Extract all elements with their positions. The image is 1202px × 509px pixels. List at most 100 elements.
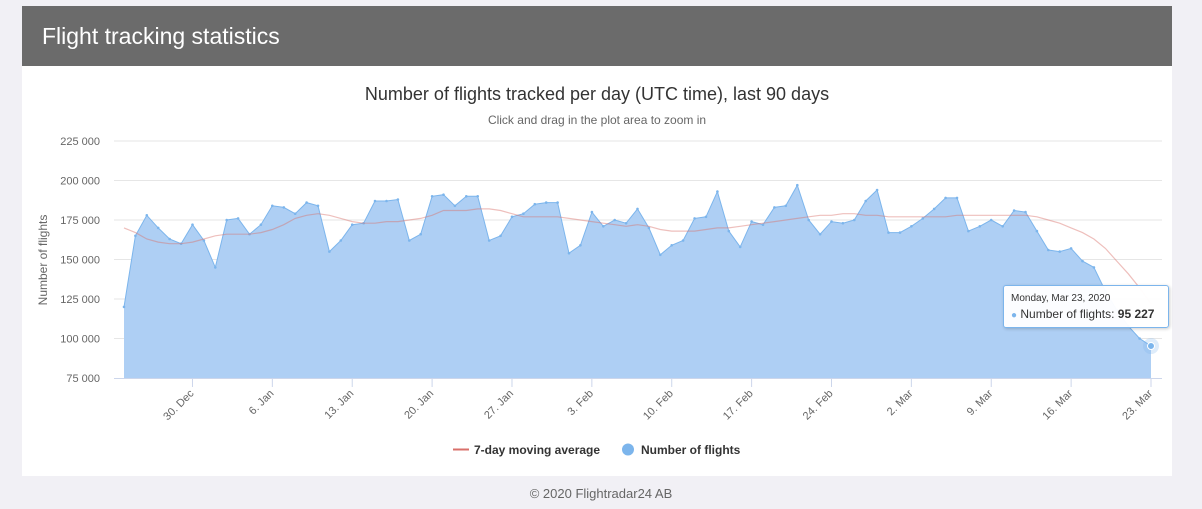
flights-data-point	[727, 229, 731, 233]
flights-data-point	[499, 234, 502, 238]
tooltip-label: Number of flights:	[1020, 307, 1118, 321]
flights-data-point	[533, 202, 537, 206]
flights-data-point	[636, 207, 639, 211]
flights-data-point	[1035, 229, 1039, 233]
x-tick-label: 24. Feb	[801, 388, 836, 423]
flights-data-point	[567, 251, 571, 255]
legend-item-moving-average[interactable]: 7-day moving average	[453, 443, 600, 457]
flights-data-point	[556, 201, 559, 204]
flights-data-point	[932, 207, 936, 211]
flights-data-point	[145, 214, 149, 217]
flights-data-point	[293, 212, 297, 215]
flights-data-point	[453, 204, 457, 208]
flights-data-point	[373, 199, 377, 203]
flights-data-point	[282, 206, 286, 209]
tooltip-bullet-icon: ●	[1011, 310, 1018, 321]
flights-data-point	[1058, 250, 1061, 253]
x-tick-label: 2. Mar	[885, 387, 916, 418]
y-tick-label: 75 000	[66, 373, 100, 385]
moving-average-layer	[123, 208, 1159, 355]
flights-data-point	[989, 218, 993, 222]
flights-data-point	[579, 244, 582, 247]
flights-data-point	[659, 253, 662, 257]
y-tick-label: 100 000	[60, 334, 100, 346]
chart-subtitle: Click and drag in the plot area to zoom …	[488, 113, 706, 127]
tooltip-line: ● Number of flights: 95 227	[1011, 307, 1168, 321]
flights-area-layer	[122, 183, 1153, 378]
flights-data-point	[830, 220, 833, 223]
tooltip-date: Monday, Mar 23, 2020	[1011, 293, 1111, 304]
y-tick-label: 200 000	[60, 176, 100, 188]
hover-marker	[1147, 342, 1155, 351]
flights-data-point	[590, 210, 594, 214]
flights-data-point	[967, 229, 970, 233]
flights-data-point	[1069, 247, 1073, 250]
flights-data-point	[362, 221, 365, 225]
flights-data-point	[305, 201, 308, 204]
flights-data-point	[408, 239, 411, 242]
x-axis-ticks: 30. Dec 6. Jan 13. Jan 20. Jan 27. Jan 3. Feb…	[161, 378, 1155, 423]
flights-data-point	[910, 225, 913, 228]
flights-data-point	[522, 212, 525, 215]
flights-data-point	[544, 201, 548, 204]
flights-data-point	[944, 196, 947, 200]
tooltip-value: 95 227	[1117, 307, 1155, 321]
x-tick-label: 3. Feb	[565, 388, 596, 419]
flights-data-point	[122, 305, 126, 309]
y-axis-label: Number of flights	[36, 215, 50, 306]
legend-item-flights[interactable]: Number of flights	[622, 443, 741, 457]
flights-data-point	[191, 223, 194, 226]
chart-title: Number of flights tracked per day (UTC t…	[365, 84, 829, 104]
legend-label-moving-average[interactable]: 7-day moving average	[474, 443, 600, 457]
y-tick-label: 175 000	[60, 215, 100, 227]
x-tick-label: 9. Mar	[965, 387, 996, 418]
flights-data-point	[978, 225, 982, 228]
flights-data-point	[796, 183, 799, 187]
x-tick-label: 23. Mar	[1120, 387, 1155, 422]
flights-data-point	[818, 232, 822, 236]
legend-label-flights[interactable]: Number of flights	[641, 443, 741, 457]
flights-data-point	[750, 220, 753, 223]
flights-data-point	[179, 242, 183, 245]
x-tick-label: 20. Jan	[402, 388, 436, 422]
x-tick-label: 17. Feb	[721, 388, 756, 423]
flights-data-point	[670, 244, 673, 247]
flights-data-point	[225, 218, 228, 222]
flights-data-point	[385, 199, 388, 203]
flights-legend-swatch	[622, 443, 634, 456]
flights-data-point	[396, 198, 400, 201]
flights-data-point	[875, 188, 879, 192]
flights-data-point	[1081, 259, 1084, 263]
x-tick-label: 16. Mar	[1040, 387, 1075, 422]
flights-data-point	[841, 221, 845, 225]
flights-data-point	[236, 217, 240, 220]
y-tick-label: 225 000	[60, 136, 100, 148]
flights-data-point	[476, 195, 480, 198]
footer-copyright: © 2020 Flightradar24 AB	[529, 486, 673, 501]
flights-data-point	[1092, 266, 1096, 269]
flights-data-point	[248, 232, 251, 236]
flights-data-point	[807, 218, 810, 222]
flights-data-point	[647, 226, 651, 230]
flights-data-point	[921, 217, 925, 220]
flights-data-point	[156, 226, 160, 230]
x-tick-label: 6. Jan	[247, 388, 277, 418]
flights-data-point	[168, 237, 171, 241]
flights-data-point	[487, 239, 491, 242]
flights-data-point	[134, 234, 137, 238]
flights-data-point	[624, 221, 628, 225]
flights-data-point	[784, 204, 788, 208]
flights-data-point	[613, 218, 616, 222]
flights-data-point	[955, 196, 959, 200]
flights-data-point	[465, 195, 468, 198]
flights-data-point	[271, 204, 274, 208]
x-tick-label: 30. Dec	[161, 387, 197, 423]
flights-data-point	[693, 217, 696, 220]
flights-data-point	[350, 223, 354, 226]
flights-data-point	[430, 195, 434, 198]
x-tick-label: 10. Feb	[641, 388, 676, 423]
flights-data-point	[761, 223, 765, 226]
flights-data-point	[773, 206, 776, 209]
y-tick-label: 150 000	[60, 255, 100, 267]
